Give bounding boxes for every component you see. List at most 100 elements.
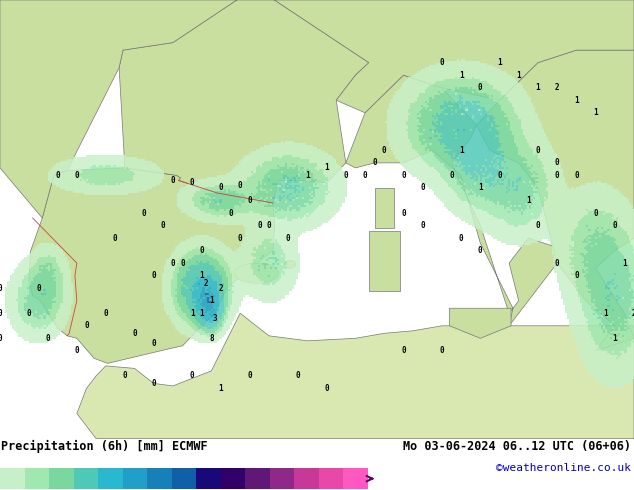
Text: 1: 1 bbox=[209, 296, 214, 305]
Bar bbox=[122, 468, 147, 489]
Text: 0: 0 bbox=[161, 221, 165, 230]
Polygon shape bbox=[477, 50, 634, 351]
Bar bbox=[269, 468, 294, 489]
Ellipse shape bbox=[284, 261, 296, 268]
Ellipse shape bbox=[235, 263, 278, 283]
Text: 0: 0 bbox=[267, 221, 271, 230]
Bar bbox=[147, 468, 172, 489]
Text: 0: 0 bbox=[497, 171, 502, 180]
Text: 0: 0 bbox=[75, 346, 79, 355]
Text: 8: 8 bbox=[209, 334, 214, 343]
Text: 0: 0 bbox=[238, 181, 242, 190]
Text: 2: 2 bbox=[555, 83, 559, 92]
Text: 0: 0 bbox=[555, 259, 559, 268]
Text: 0: 0 bbox=[344, 171, 348, 180]
Text: 0: 0 bbox=[325, 384, 329, 393]
Bar bbox=[49, 468, 74, 489]
Text: 0: 0 bbox=[257, 221, 262, 230]
Text: 0: 0 bbox=[132, 329, 137, 338]
Text: 2: 2 bbox=[631, 309, 634, 318]
Text: 0: 0 bbox=[55, 171, 60, 180]
Text: 0: 0 bbox=[247, 371, 252, 380]
Text: 0: 0 bbox=[593, 209, 598, 218]
Text: 0: 0 bbox=[190, 371, 195, 380]
Text: 1: 1 bbox=[325, 163, 329, 172]
Text: 1: 1 bbox=[603, 309, 607, 318]
Text: 0: 0 bbox=[536, 221, 540, 230]
Text: 0: 0 bbox=[372, 158, 377, 168]
Polygon shape bbox=[29, 168, 275, 364]
Text: 1: 1 bbox=[517, 71, 521, 80]
Text: 0: 0 bbox=[478, 83, 482, 92]
Text: 0: 0 bbox=[46, 334, 50, 343]
Polygon shape bbox=[346, 75, 567, 326]
Text: 0: 0 bbox=[171, 259, 175, 268]
Text: 0: 0 bbox=[555, 171, 559, 180]
Polygon shape bbox=[450, 308, 511, 338]
Text: 2: 2 bbox=[204, 279, 208, 288]
Text: 0: 0 bbox=[247, 196, 252, 205]
Text: 0: 0 bbox=[401, 346, 406, 355]
Text: 1: 1 bbox=[190, 309, 195, 318]
Polygon shape bbox=[119, 0, 369, 203]
Text: 0: 0 bbox=[439, 346, 444, 355]
Bar bbox=[343, 468, 368, 489]
Text: 0: 0 bbox=[103, 309, 108, 318]
Text: 0: 0 bbox=[84, 321, 89, 330]
Text: 0: 0 bbox=[180, 259, 185, 268]
Bar bbox=[221, 468, 245, 489]
Text: 1: 1 bbox=[497, 58, 502, 67]
Text: 0: 0 bbox=[420, 183, 425, 193]
Bar bbox=[98, 468, 122, 489]
Text: 0: 0 bbox=[478, 246, 482, 255]
Text: 0: 0 bbox=[142, 209, 146, 218]
Text: 0: 0 bbox=[612, 221, 617, 230]
Text: 0: 0 bbox=[459, 234, 463, 243]
Text: 0: 0 bbox=[238, 234, 242, 243]
Text: 0: 0 bbox=[574, 271, 579, 280]
Text: 1: 1 bbox=[574, 96, 579, 105]
Text: 1: 1 bbox=[200, 271, 204, 280]
Text: 0: 0 bbox=[75, 171, 79, 180]
Text: 0: 0 bbox=[0, 284, 3, 293]
Polygon shape bbox=[375, 188, 394, 228]
Bar bbox=[196, 468, 221, 489]
Text: 0: 0 bbox=[295, 371, 300, 380]
Bar bbox=[0, 468, 25, 489]
Polygon shape bbox=[77, 313, 634, 439]
Text: 0: 0 bbox=[152, 379, 156, 388]
Text: 2: 2 bbox=[219, 284, 223, 293]
Text: 0: 0 bbox=[286, 234, 290, 243]
Text: 0: 0 bbox=[113, 234, 117, 243]
Text: Mo 03-06-2024 06..12 UTC (06+06): Mo 03-06-2024 06..12 UTC (06+06) bbox=[403, 440, 631, 453]
Text: 1: 1 bbox=[459, 146, 463, 155]
Text: 0: 0 bbox=[228, 209, 233, 218]
Text: 0: 0 bbox=[152, 271, 156, 280]
Text: 0: 0 bbox=[0, 334, 3, 343]
Bar bbox=[74, 468, 98, 489]
Text: 1: 1 bbox=[478, 183, 482, 193]
Text: 0: 0 bbox=[200, 246, 204, 255]
Bar bbox=[319, 468, 343, 489]
Text: 0: 0 bbox=[0, 309, 3, 318]
Polygon shape bbox=[369, 231, 399, 291]
Polygon shape bbox=[0, 0, 634, 218]
Text: 0: 0 bbox=[219, 183, 223, 193]
Text: 1: 1 bbox=[200, 309, 204, 318]
Text: 0: 0 bbox=[536, 146, 540, 155]
Text: 0: 0 bbox=[439, 58, 444, 67]
Text: 1: 1 bbox=[219, 384, 223, 393]
Text: 1: 1 bbox=[526, 196, 531, 205]
Text: 0: 0 bbox=[122, 371, 127, 380]
Text: 0: 0 bbox=[27, 309, 31, 318]
Text: 0: 0 bbox=[36, 284, 41, 293]
Bar bbox=[25, 468, 49, 489]
Text: 1: 1 bbox=[459, 71, 463, 80]
Text: 0: 0 bbox=[152, 339, 156, 348]
Text: 0: 0 bbox=[363, 171, 367, 180]
Text: 0: 0 bbox=[449, 171, 454, 180]
Bar bbox=[294, 468, 319, 489]
Text: 0: 0 bbox=[401, 171, 406, 180]
Text: 0: 0 bbox=[555, 158, 559, 168]
Text: 0: 0 bbox=[401, 209, 406, 218]
